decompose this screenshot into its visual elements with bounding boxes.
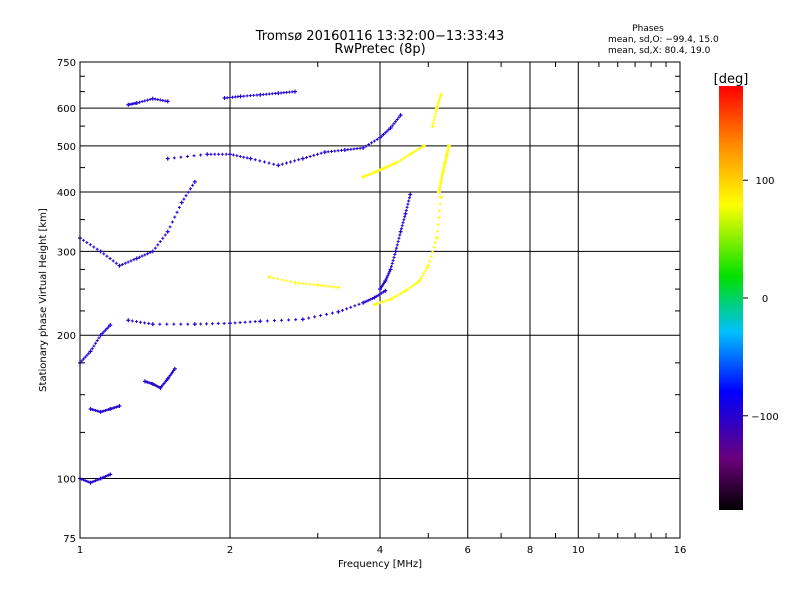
- data-point-O-3-4: [150, 249, 155, 254]
- data-point-O-0-9: [383, 288, 388, 293]
- data-point-O-2-4: [276, 163, 281, 168]
- data-points: [78, 89, 451, 485]
- data-point-O-2-6: [322, 150, 327, 155]
- data-point-O-4-1: [88, 349, 93, 354]
- chart-title: Tromsø 20160116 13:32:00−13:33:43: [255, 29, 505, 44]
- data-point-X-3-0: [267, 275, 272, 280]
- data-point-X-0-4: [426, 263, 431, 268]
- data-point-O-1-4: [398, 229, 403, 234]
- data-point-O-0-6: [336, 309, 341, 314]
- data-point-X-4-0: [430, 124, 435, 129]
- data-point-O-2-3: [248, 156, 253, 161]
- data-point-X-4-1: [434, 106, 439, 111]
- y-tick-label-5: 500: [57, 142, 76, 153]
- data-point-O-3-3: [134, 256, 139, 261]
- data-point-O-2-7: [342, 147, 347, 152]
- data-point-O-7-3: [117, 404, 122, 409]
- data-point-X-2-3: [393, 161, 398, 166]
- data-point-O-0-2: [192, 322, 197, 327]
- colorbar-tick-label-1: 0: [762, 294, 768, 305]
- colorbar-gradient: [719, 86, 743, 510]
- x-tick-label-6: 16: [674, 545, 687, 556]
- colorbar: [deg] 100 0 −100: [714, 72, 779, 510]
- data-point-O-3-2: [117, 263, 122, 268]
- data-point-O-1-6: [408, 192, 413, 197]
- data-point-X-2-4: [408, 152, 413, 157]
- colorbar-tick-label-2: −100: [751, 412, 778, 423]
- data-point-X-0-5: [434, 236, 439, 241]
- data-point-X-3-2: [315, 283, 320, 288]
- data-point-X-0-0: [372, 302, 377, 307]
- data-point-O-0-3: [228, 321, 232, 326]
- data-point-O-2-2: [228, 152, 232, 157]
- x-tick-label-2: 4: [377, 545, 383, 556]
- data-point-O-3-5: [165, 229, 170, 234]
- y-tick-label-7: 750: [57, 58, 76, 69]
- data-point-O-0-1: [150, 322, 155, 327]
- data-point-O-1-1: [383, 279, 388, 284]
- y-tick-label-3: 300: [57, 247, 76, 258]
- data-point-X-0-6: [438, 195, 443, 200]
- data-point-O-2-1: [205, 152, 210, 157]
- data-point-X-3-3: [336, 285, 341, 290]
- stats-o: mean, sd,O: −99.4, 15.0: [608, 35, 719, 45]
- data-point-X-0-1: [388, 297, 393, 302]
- data-point-X-4-2: [438, 92, 443, 97]
- chart-subtitle: RwPretec (8p): [334, 42, 425, 57]
- grid-lines: [79, 61, 681, 539]
- data-point-O-0-0: [126, 318, 131, 323]
- data-point-O-2-5: [300, 156, 305, 161]
- x-tick-label-3: 6: [465, 545, 471, 556]
- data-point-X-2-5: [421, 143, 426, 148]
- data-point-O-9-4: [292, 89, 297, 94]
- stats-heading: Phases: [632, 24, 664, 34]
- x-tick-labels: 1 2 4 6 8 10 16: [77, 545, 687, 556]
- data-point-O-4-2: [98, 333, 103, 338]
- x-axis-label: Frequency [MHz]: [338, 559, 422, 570]
- data-point-O-9-2: [258, 92, 263, 97]
- data-point-O-9-1: [238, 94, 243, 99]
- data-point-O-8-1: [134, 101, 139, 106]
- data-point-O-0-7: [361, 300, 366, 305]
- data-point-O-5-4: [172, 366, 177, 371]
- colorbar-label: [deg]: [714, 72, 749, 87]
- data-point-O-2-0: [165, 156, 170, 161]
- data-point-O-8-3: [165, 99, 170, 104]
- data-point-O-4-3: [108, 323, 113, 328]
- y-axis-label: Stationary phase Virtual Height [km]: [38, 208, 49, 392]
- data-point-X-0-3: [417, 279, 422, 284]
- data-point-O-1-5: [403, 211, 408, 216]
- colorbar-tick-label-0: 100: [755, 176, 774, 187]
- x-tick-label-1: 2: [227, 545, 233, 556]
- data-point-O-2-11: [398, 113, 403, 118]
- data-point-O-3-6: [179, 200, 184, 205]
- data-point-O-2-10: [388, 126, 393, 131]
- data-point-X-3-1: [292, 280, 297, 285]
- data-point-X-1-5: [446, 143, 451, 148]
- data-point-O-2-9: [378, 135, 382, 140]
- y-tick-label-0: 75: [63, 534, 76, 545]
- data-point-O-1-2: [388, 267, 393, 272]
- x-tick-label-4: 8: [527, 545, 533, 556]
- y-tick-label-2: 200: [57, 331, 76, 342]
- data-point-O-6-3: [108, 472, 113, 477]
- data-point-O-2-8: [361, 145, 366, 150]
- colorbar-ticks: 100 0 −100: [743, 176, 779, 423]
- data-point-O-0-4: [258, 319, 263, 324]
- y-tick-label-6: 600: [57, 104, 76, 115]
- data-point-O-0-5: [300, 317, 305, 322]
- plot-frame: [79, 61, 681, 539]
- data-point-O-1-3: [393, 249, 398, 254]
- data-point-O-3-7: [192, 179, 197, 184]
- y-tick-labels: 75 100 200 300 400 500 600 750: [57, 58, 76, 545]
- data-point-O-3-1: [98, 249, 103, 254]
- data-point-X-2-0: [361, 174, 366, 179]
- x-tick-label-0: 1: [77, 545, 83, 556]
- y-tick-label-1: 100: [57, 475, 76, 486]
- y-tick-label-4: 400: [57, 188, 76, 199]
- x-tick-label-5: 10: [572, 545, 585, 556]
- data-point-X-0-2: [403, 288, 408, 293]
- stats-x: mean, sd,X: 80.4, 19.0: [608, 46, 711, 56]
